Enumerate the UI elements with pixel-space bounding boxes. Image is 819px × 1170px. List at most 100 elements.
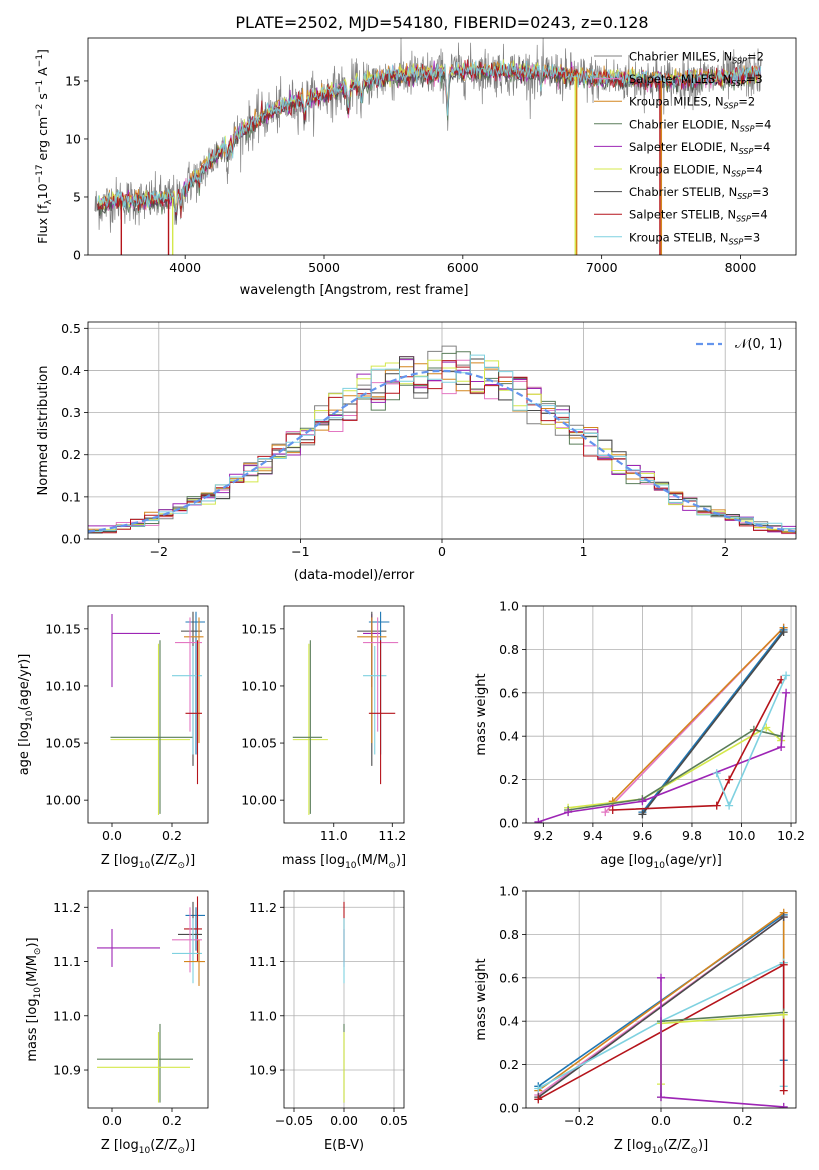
- y-axis-label-part: λ: [44, 199, 54, 205]
- y-tick-label: 5: [73, 189, 81, 204]
- y-tick-label: 0.0: [61, 532, 81, 547]
- y-axis-label: mass [log10(M/M⊙)]: [25, 937, 43, 1061]
- axes-frame: [283, 605, 405, 824]
- x-tick-label: 4000: [169, 260, 201, 275]
- mass-weight-line: [612, 627, 785, 802]
- y-axis-label-part: ⊙: [33, 948, 43, 956]
- y-axis-label-part: 10: [25, 710, 35, 722]
- legend-label: Kroupa STELIB, NSSP=3: [629, 230, 760, 246]
- y-axis-label: mass weight: [474, 673, 489, 755]
- legend-model-name: Chabrier STELIB, N: [629, 185, 737, 199]
- spectrum-legend: Chabrier MILES, NSSP=2 Salpeter MILES, NS…: [594, 50, 771, 246]
- y-tick-label: 11.1: [53, 954, 81, 969]
- plus-marker: [712, 801, 721, 810]
- y-tick-label: 10.00: [45, 793, 81, 808]
- legend-subscript: SSP: [729, 237, 744, 246]
- mass-weight-line: [567, 728, 782, 811]
- x-tick-label: 11.2: [378, 828, 406, 843]
- y-axis-label-part: (age/yr)]: [17, 654, 32, 711]
- x-axis-label: (data-model)/error: [294, 568, 415, 583]
- y-tick-label: 0.5: [61, 321, 81, 336]
- x-tick-label: −1: [291, 544, 309, 559]
- x-axis-label-part: 10: [139, 1146, 151, 1156]
- residual-histogram-panel: −2 −1 0 1 2 0.0 0.1 0.2 0.3 0.4 0.5 (data-model)/er…: [36, 321, 797, 583]
- x-axis-label-part: Z [log: [101, 853, 139, 868]
- x-tick-label: 2: [721, 544, 729, 559]
- y-axis-label-part: (M/M: [25, 955, 40, 987]
- plot-area: [97, 896, 205, 1103]
- legend-label: Chabrier STELIB, NSSP=3: [629, 185, 769, 201]
- axes-frame: [87, 890, 209, 1109]
- y-tick-label: 1.0: [499, 599, 519, 614]
- plus-marker: [657, 973, 665, 982]
- x-axis-label-part: )]: [185, 1138, 195, 1153]
- y-tick-label: 0.6: [499, 970, 519, 985]
- y-tick-label: 0.8: [499, 642, 519, 657]
- legend-subscript: SSP: [739, 147, 754, 156]
- x-axis-label: age [log10(age/yr)]: [600, 853, 722, 871]
- x-axis-label: E(B-V): [324, 1138, 364, 1153]
- mass-vs-metallicity-panel: 0.0 0.210.911.011.111.2Z [log10(Z/Z⊙)]mas…: [25, 890, 209, 1156]
- axes-frame: [87, 321, 797, 540]
- legend-subscript: SSP: [724, 102, 739, 111]
- y-tick-label: 11.2: [249, 900, 277, 915]
- plus-marker: [638, 810, 647, 819]
- x-tick-label: 9.4: [583, 828, 603, 843]
- age-vs-mass-panel: 11.0 11.2 10.00 10.05 10.10 10.15 mass [log10(…: [241, 605, 406, 871]
- x-tick-label: 7000: [586, 260, 618, 275]
- legend-label: 𝒩(0, 1): [735, 337, 782, 352]
- legend-nssp: =3: [743, 230, 760, 244]
- x-tick-label: 9.6: [632, 828, 652, 843]
- x-axis-label-part: age [log: [600, 853, 653, 868]
- plot-area: [534, 623, 791, 823]
- mass-weight-line: [641, 629, 785, 813]
- legend-label: Salpeter MILES, NSSP=3: [629, 72, 763, 88]
- x-tick-label: 11.0: [320, 828, 348, 843]
- y-tick-label: 1.0: [499, 884, 519, 899]
- y-tick-label: 0.0: [499, 1101, 519, 1116]
- y-tick-label: 15: [65, 73, 81, 88]
- legend-subscript: SSP: [737, 192, 752, 201]
- x-axis-label-part: ⊙: [388, 861, 396, 871]
- plus-marker: [782, 671, 791, 680]
- plot-area: [110, 611, 205, 816]
- x-tick-label: 9.2: [533, 828, 553, 843]
- legend-subscript: SSP: [732, 57, 747, 66]
- legend-subscript: SSP: [740, 124, 755, 133]
- x-axis-label-part: ⊙: [177, 1146, 185, 1156]
- x-axis-label-part: Z [log: [614, 1138, 652, 1153]
- y-tick-label: 10.15: [45, 621, 81, 636]
- legend-model-name: Chabrier MILES, N: [629, 50, 732, 64]
- plus-marker: [638, 797, 647, 806]
- y-axis-label-part: Flux [f: [35, 204, 50, 244]
- mass-vs-extinction-panel: −0.05 0.00 0.05 10.9 11.0 11.1 11.2 E(B-V): [249, 890, 408, 1153]
- y-tick-label: 10.05: [241, 736, 277, 751]
- plus-marker: [779, 913, 788, 922]
- x-tick-label: 10.0: [728, 828, 756, 843]
- y-tick-label: 11.0: [249, 1008, 277, 1023]
- plus-marker: [779, 960, 788, 969]
- model-spectrum-line: [97, 60, 762, 213]
- plot-area: [534, 908, 788, 1108]
- plus-marker: [725, 775, 734, 784]
- legend-nssp: =3: [746, 72, 763, 86]
- figure-title: PLATE=2502, MJD=54180, FIBERID=0243, z=0…: [235, 13, 648, 32]
- x-axis-label-part: (Z/Z: [663, 1138, 690, 1153]
- y-tick-label: 10.10: [241, 678, 277, 693]
- legend-label: Chabrier MILES, NSSP=2: [629, 50, 764, 66]
- legend-model-name: Salpeter STELIB, N: [629, 208, 736, 222]
- histogram-step-line: [88, 354, 796, 532]
- x-axis-label-part: (M/M: [357, 853, 389, 868]
- y-tick-label: 10.9: [53, 1063, 81, 1078]
- mass-weight-vs-metallicity-panel: −0.2 0.0 0.2 0.0 0.2 0.4 0.6 0.8 1.0 mass weight Z…: [474, 884, 797, 1156]
- y-axis-label: Normed distribution: [36, 366, 51, 496]
- plus-marker: [782, 688, 791, 697]
- x-tick-label: 6000: [447, 260, 479, 275]
- x-axis-label: mass [log10(M/M⊙)]: [282, 853, 406, 871]
- x-axis-label-part: (Z/Z: [150, 1138, 177, 1153]
- axes-frame: [525, 890, 797, 1109]
- y-axis-label-part: erg cm: [35, 117, 50, 165]
- x-tick-label: 0.2: [162, 828, 182, 843]
- plus-marker: [779, 1010, 788, 1019]
